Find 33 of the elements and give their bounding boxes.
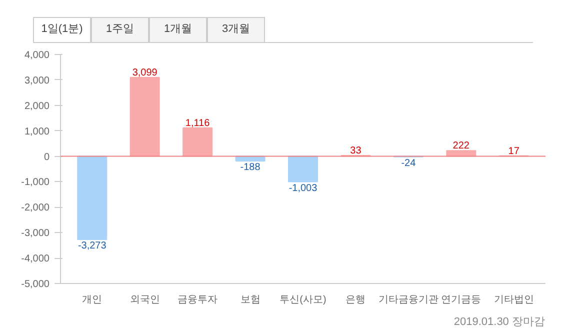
y-tick-label: 3,000 bbox=[24, 75, 50, 86]
data-label: 3,099 bbox=[132, 67, 158, 78]
x-tick-label: 투신(사모) bbox=[280, 294, 326, 306]
data-label: -24 bbox=[401, 158, 416, 169]
data-label: -188 bbox=[240, 162, 261, 174]
data-label: 1,116 bbox=[185, 118, 210, 129]
y-tick-label: 1,000 bbox=[24, 126, 50, 138]
y-tick-label: -2,000 bbox=[21, 202, 50, 214]
x-tick-label: 보험 bbox=[240, 294, 260, 306]
y-tick-label: -5,000 bbox=[21, 279, 50, 290]
y-tick-label: -3,000 bbox=[21, 228, 50, 240]
y-tick-label: -4,000 bbox=[21, 254, 50, 265]
data-label: -1,003 bbox=[288, 182, 318, 194]
y-tick-label: -1,000 bbox=[21, 177, 50, 188]
text: 1개월 bbox=[149, 17, 207, 42]
data-label: 222 bbox=[452, 140, 470, 152]
text: 1주일 bbox=[91, 17, 149, 42]
y-tick-label: 2,000 bbox=[24, 100, 50, 112]
x-tick-label: 금융투자 bbox=[178, 294, 218, 306]
text: 2019.01.30 장마감 bbox=[452, 315, 545, 330]
x-tick-label: 개인 bbox=[82, 294, 102, 306]
text: 1일(1분) bbox=[33, 17, 91, 42]
x-tick-label: 외국인 bbox=[130, 294, 160, 306]
text: 3개월 bbox=[207, 17, 265, 42]
x-tick-label: 기타금융기관 bbox=[378, 294, 438, 306]
y-tick-label: 4,000 bbox=[24, 50, 50, 61]
data-label: 17 bbox=[508, 146, 520, 157]
y-tick-label: 0 bbox=[44, 152, 50, 163]
x-tick-label: 기타법인 bbox=[494, 294, 534, 306]
data-label: 33 bbox=[350, 145, 362, 156]
x-tick-label: 연기금등 bbox=[441, 294, 482, 306]
data-label: -3,273 bbox=[78, 240, 107, 252]
x-tick-label: 은행 bbox=[346, 294, 366, 306]
